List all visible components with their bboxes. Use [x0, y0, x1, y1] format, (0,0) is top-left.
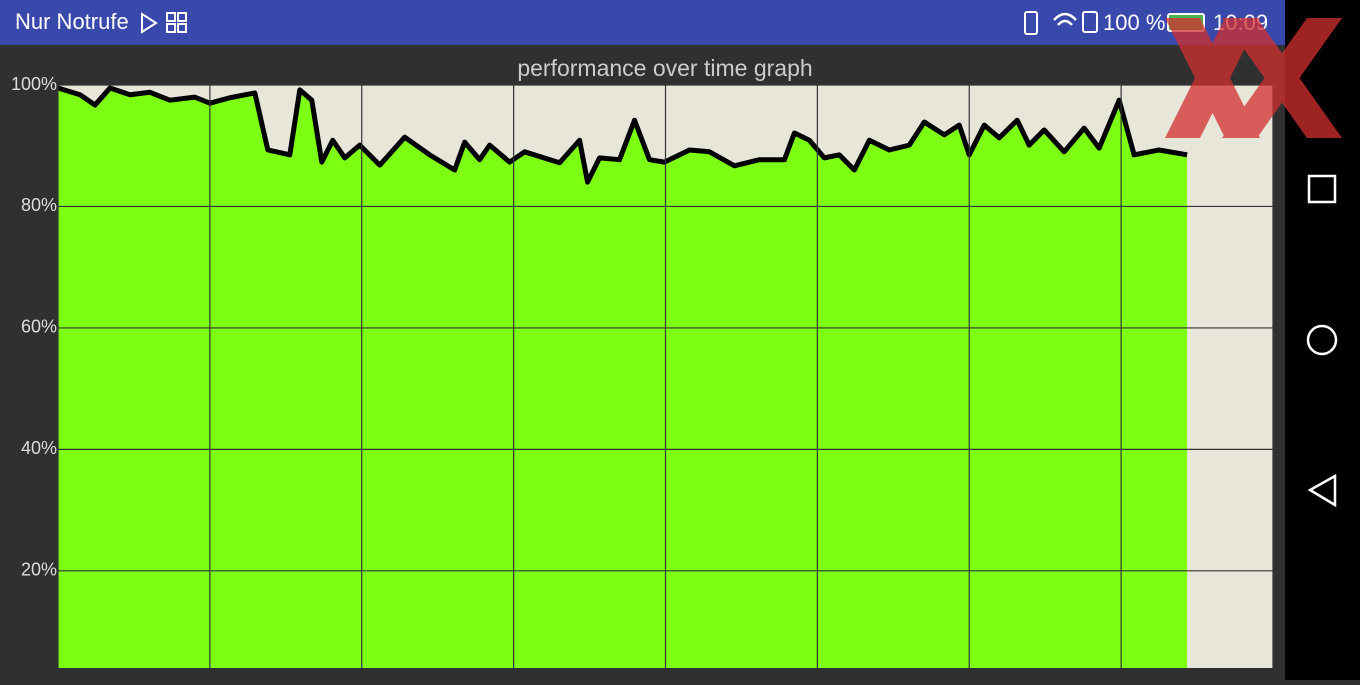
back-button[interactable] [1307, 473, 1337, 508]
home-button[interactable] [1306, 324, 1338, 356]
status-text: Nur Notrufe [15, 9, 129, 34]
status-bar [0, 0, 1285, 45]
status-icon [177, 23, 187, 33]
y-tick-label: 100% [11, 74, 57, 94]
watermark-x [1165, 18, 1260, 138]
line [57, 85, 1188, 185]
status-icon [166, 23, 176, 33]
vibrate-icon [1024, 11, 1038, 35]
watermark [1165, 18, 1342, 138]
chart-title: performance over time graph [517, 55, 812, 81]
area [58, 88, 1188, 669]
sd-icon [1082, 11, 1098, 33]
status-icon [177, 12, 187, 22]
y-tick-label: 80% [21, 195, 57, 215]
watermark-x [1222, 18, 1342, 138]
y-tick-label: 40% [21, 438, 57, 458]
battery-text: 100 % [1103, 10, 1165, 35]
status-icon [166, 12, 176, 22]
status-icon [141, 12, 158, 34]
wifi-icon [1053, 12, 1077, 26]
recent-button[interactable] [1307, 174, 1337, 204]
y-tick-label: 60% [21, 317, 57, 337]
y-tick-label: 20% [21, 560, 57, 580]
